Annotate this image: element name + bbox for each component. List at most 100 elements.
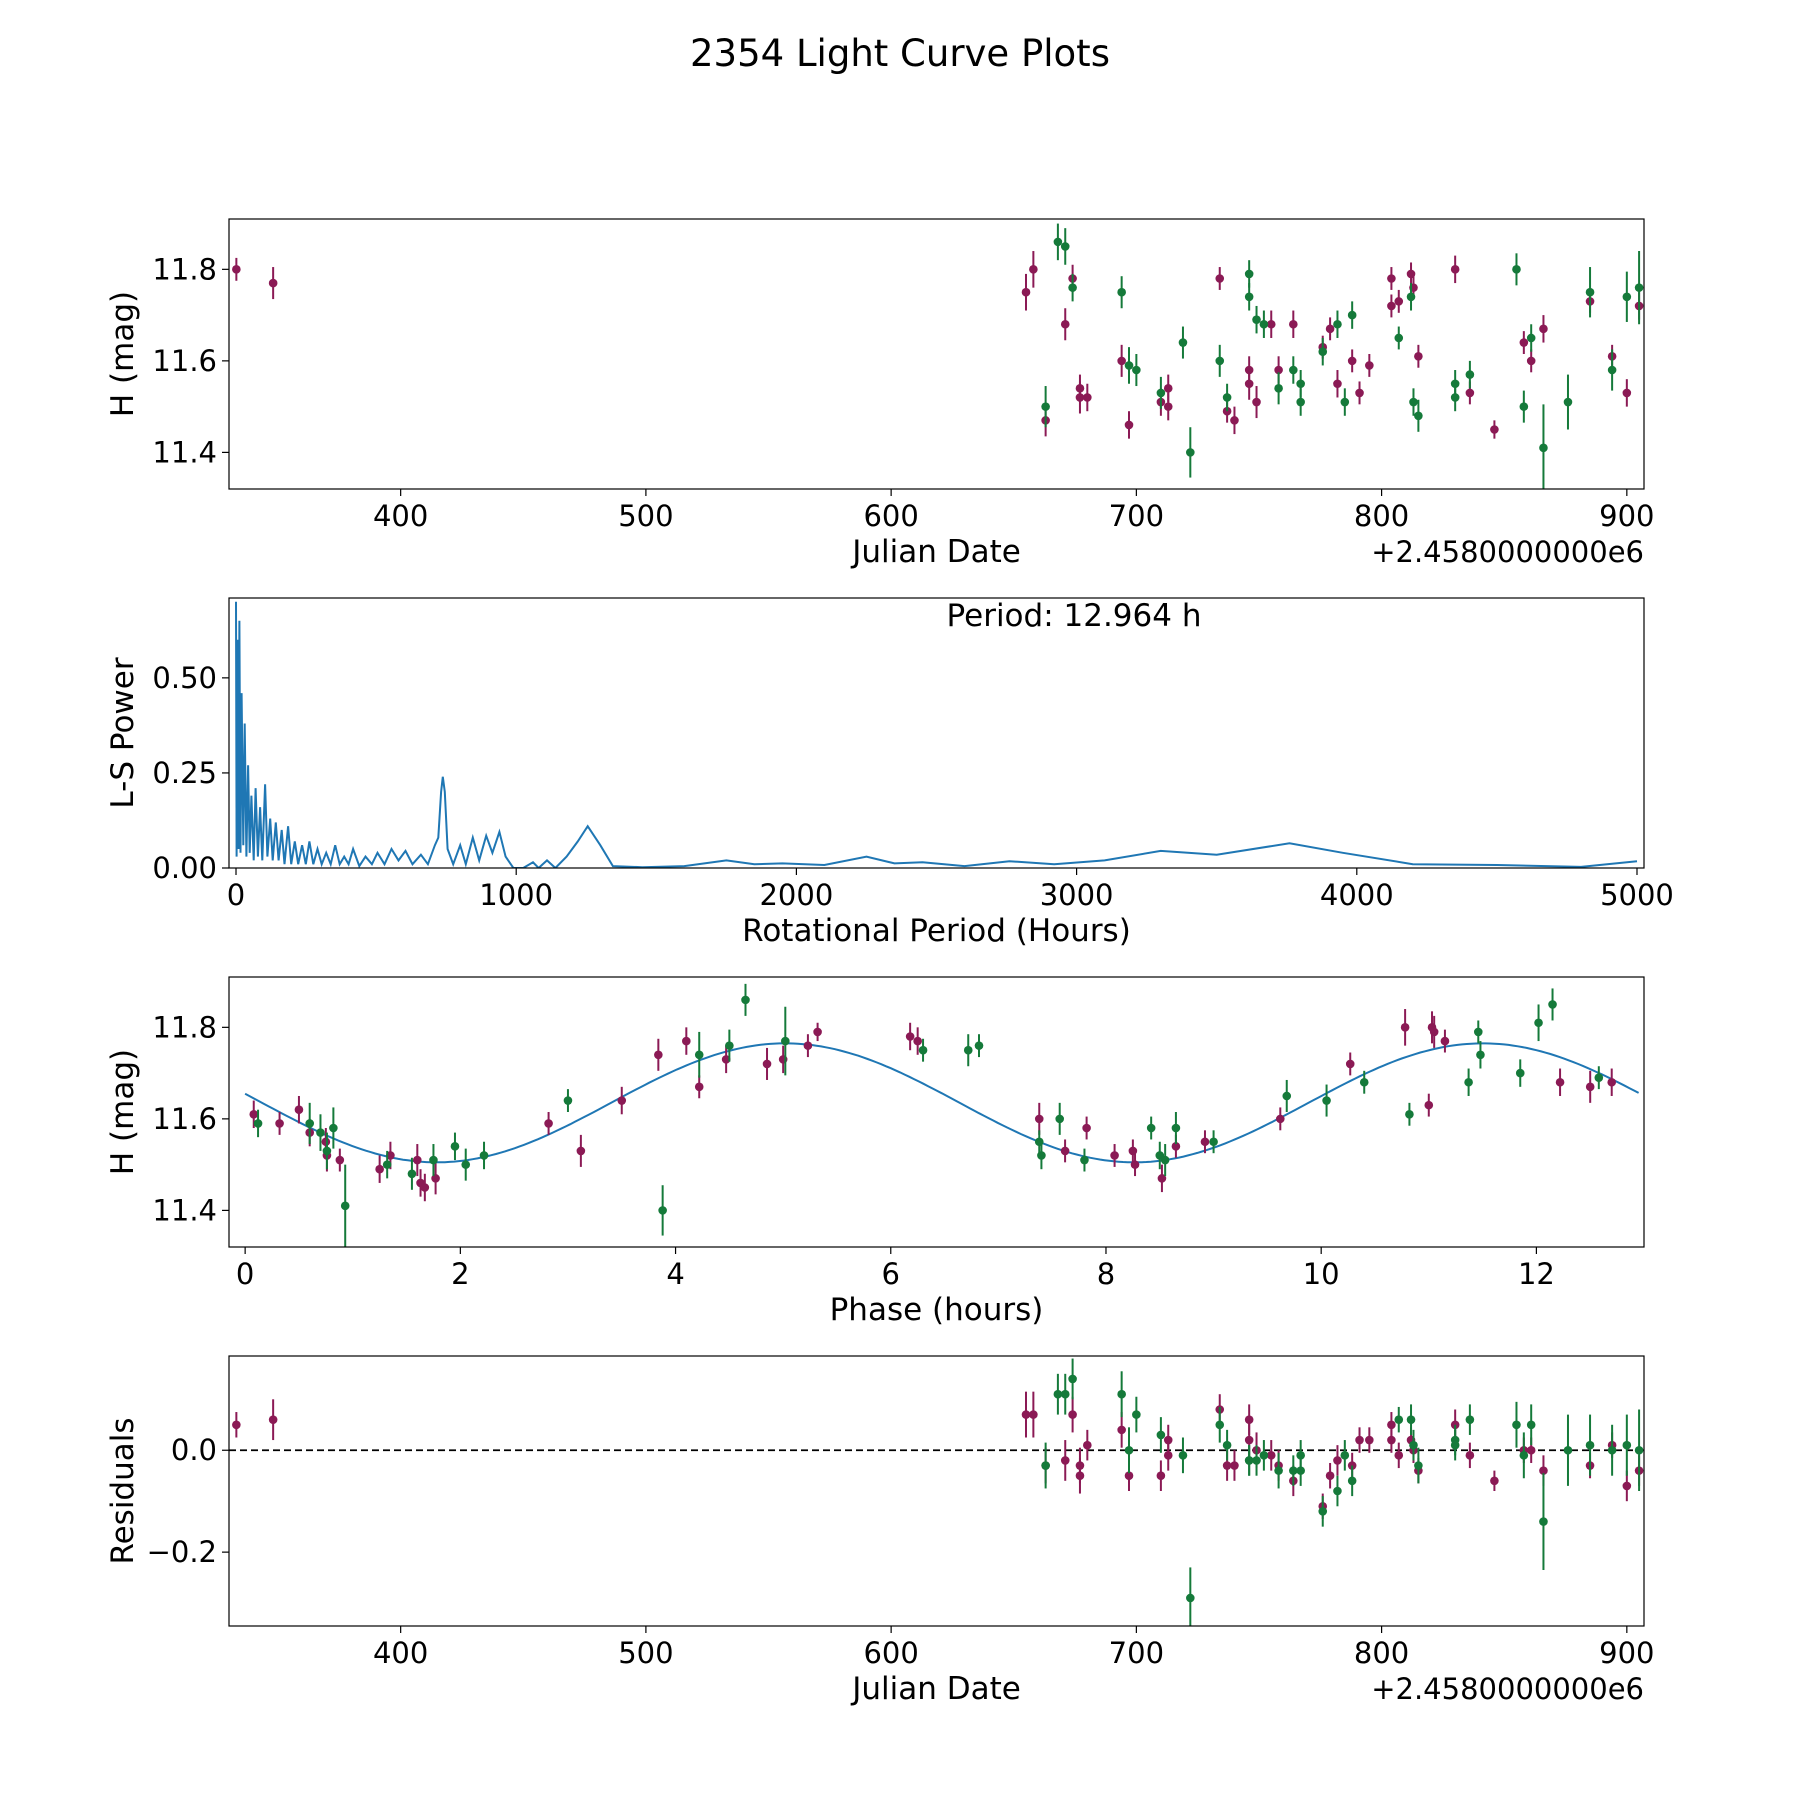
residuals-xlabel: Julian Date [850,1671,1021,1707]
lightcurve-red-point-3 [1029,265,1038,274]
periodogram-xtick-label-2: 2000 [759,878,833,912]
lightcurve-red-point-5 [1060,319,1070,329]
residuals-red-point-1 [268,1415,278,1424]
phased-green-point-13 [658,1206,667,1215]
residuals-green-point-6 [1132,1410,1141,1419]
residuals-green-point-22 [1340,1451,1350,1460]
lightcurve-green-point-0 [1041,402,1050,411]
lightcurve-green-point-19 [1296,397,1305,407]
phased-xlabel: Phase (hours) [830,1292,1044,1328]
residuals-red-point-6 [1068,1410,1077,1419]
phased-red-point-15 [617,1096,627,1105]
residuals-green-point-21 [1333,1486,1342,1496]
phased-red-point-23 [813,1027,822,1037]
phased-green-point-33 [1405,1109,1414,1119]
lightcurve-green-point-18 [1296,379,1305,389]
periodogram-xlabel: Rotational Period (Hours) [742,913,1131,949]
phased-red-point-7 [375,1164,384,1174]
residuals-red-point-30 [1387,1420,1396,1430]
phased-green-point-1 [305,1119,315,1128]
phased-frame [228,976,1645,1248]
phased-green-point-36 [1476,1050,1485,1060]
residuals-green-point-2 [1060,1389,1070,1399]
phased-green-point-6 [382,1160,392,1169]
lightcurve-green-point-1 [1053,237,1063,247]
lightcurve-red-point-1 [268,278,278,288]
phased-green-point-10 [461,1160,471,1169]
residuals-green-point-25 [1406,1415,1416,1424]
phased-red-point-8 [386,1151,395,1160]
lightcurve-green-point-7 [1156,388,1166,398]
residuals-green-point-27 [1414,1461,1423,1470]
lightcurve-xtick-label-2: 600 [863,499,918,533]
phased-red-point-11 [420,1183,430,1192]
residuals-red-point-5 [1060,1456,1070,1465]
lightcurve-red-point-39 [1519,338,1529,347]
residuals-xtick-label-3: 700 [1109,1636,1164,1670]
lightcurve-red-point-40 [1526,356,1536,366]
lightcurve-green-point-11 [1222,393,1232,402]
lightcurve-red-point-41 [1539,324,1548,334]
residuals-red-point-17 [1230,1461,1239,1470]
phased-green-point-30 [1282,1091,1292,1101]
lightcurve-plot-area [232,223,1644,489]
phased-green-point-27 [1160,1155,1170,1165]
lightcurve-green-point-35 [1563,397,1573,407]
lightcurve-red-point-16 [1222,406,1232,416]
lightcurve-green-point-17 [1289,365,1298,375]
phased-ylabel: H (mag) [105,1049,141,1175]
residuals-red-point-10 [1117,1425,1126,1435]
phased-green-point-16 [741,995,750,1005]
periodogram-xtick-label-4: 4000 [1320,878,1394,912]
lightcurve-red-point-27 [1347,356,1357,366]
lightcurve-red-point-44 [1622,388,1632,398]
phased-green-point-2 [316,1128,325,1137]
phased-red-point-12 [431,1174,440,1183]
periodogram-line [235,601,1638,868]
residuals-green-point-32 [1519,1451,1529,1460]
residuals-green-point-33 [1526,1420,1536,1430]
lightcurve-green-point-20 [1318,347,1328,357]
lightcurve-red-point-8 [1075,393,1085,402]
lightcurve-green-point-9 [1186,448,1195,457]
phased-red-point-38 [1424,1100,1434,1110]
residuals-red-point-8 [1075,1471,1085,1481]
fit-curve [244,1042,1640,1164]
phased-green-point-40 [1594,1073,1604,1082]
residuals-green-point-1 [1053,1389,1063,1399]
phased-green-point-0 [253,1119,263,1128]
phased-green-point-38 [1534,1018,1543,1028]
lightcurve-red-point-35 [1414,351,1423,361]
residuals-plot-area [229,1358,1644,1626]
phased-green-point-23 [1055,1114,1065,1124]
lightcurve-red-point-30 [1387,274,1396,283]
lightcurve-green-point-25 [1406,292,1416,302]
phased-red-point-40 [1429,1027,1439,1037]
residuals-red-point-36 [1450,1420,1460,1430]
phased-red-point-6 [335,1155,345,1165]
residuals-red-point-41 [1539,1466,1548,1475]
phased-green-point-7 [407,1169,417,1179]
lightcurve-green-point-2 [1060,242,1070,251]
phased-green-point-4 [329,1123,338,1133]
lightcurve-red-point-37 [1465,388,1475,398]
lightcurve-green-point-22 [1340,397,1350,407]
phased-series-green [253,983,1604,1247]
phased-red-point-32 [1157,1174,1167,1183]
residuals-green-point-24 [1394,1415,1404,1424]
lightcurve-xlabel: Julian Date [850,534,1021,570]
phased-red-point-2 [294,1105,304,1115]
phased-red-point-31 [1130,1160,1140,1169]
periodogram-frame [228,597,1645,869]
phased-red-point-20 [762,1059,772,1069]
residuals-red-point-37 [1465,1451,1475,1460]
lightcurve-red-point-32 [1394,297,1404,306]
lightcurve-red-point-23 [1289,319,1298,329]
phased-green-point-28 [1171,1123,1181,1133]
lightcurve-green-point-12 [1244,269,1254,279]
residuals-panel: 400 500 600 700 800 900 −0.2 0.0 Julian Date Resi… [105,1355,1655,1707]
phased-green-point-11 [479,1151,489,1160]
lightcurve-green-point-10 [1215,356,1225,366]
